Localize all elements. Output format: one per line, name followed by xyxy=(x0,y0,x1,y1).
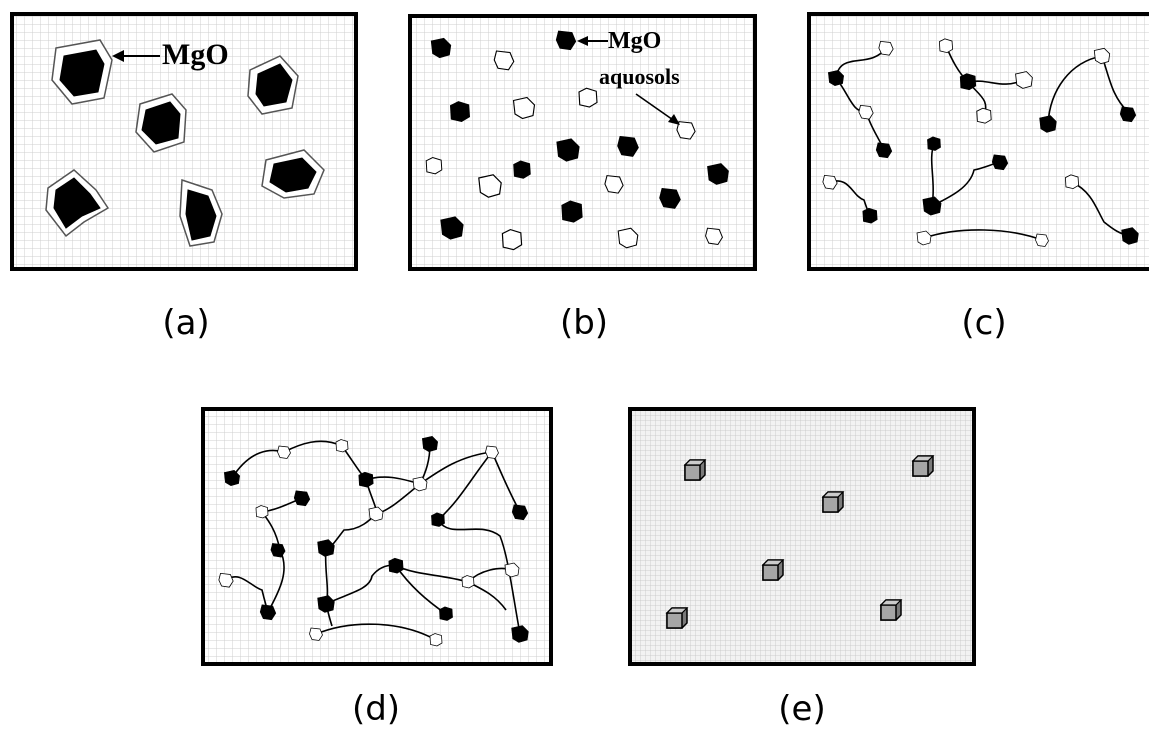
caption-b: (b) xyxy=(560,303,608,343)
mgo-particle xyxy=(179,178,223,247)
arrowhead-icon xyxy=(112,50,124,62)
caption-a: (a) xyxy=(162,303,209,343)
mgo-particle xyxy=(51,39,113,105)
panel-a: MgO xyxy=(10,12,358,271)
mgo-particle xyxy=(45,169,110,238)
panel-c xyxy=(807,12,1149,271)
mgo-particle xyxy=(247,55,299,115)
arrowhead-icon xyxy=(668,114,680,125)
product-cube xyxy=(821,491,845,513)
product-cube xyxy=(879,599,903,621)
caption-c: (c) xyxy=(961,303,1006,343)
panel-b-frame xyxy=(408,14,757,271)
caption-e: (e) xyxy=(778,689,825,729)
aquosols-pointer-arrow xyxy=(635,93,677,123)
panel-c-frame xyxy=(807,12,1149,271)
panel-b: MgO aquosols xyxy=(408,14,757,271)
mgo-particle xyxy=(261,149,325,199)
panel-d xyxy=(201,407,553,666)
caption-d: (d) xyxy=(352,689,400,729)
product-cube xyxy=(761,559,785,581)
product-cube xyxy=(665,607,689,629)
panel-e xyxy=(628,407,976,666)
mgo-particle xyxy=(135,93,187,153)
product-cube xyxy=(911,455,935,477)
aquosols-label: aquosols xyxy=(599,64,680,89)
product-cube xyxy=(683,459,707,481)
arrowhead-icon xyxy=(577,36,588,46)
panel-d-frame xyxy=(201,407,553,666)
mgo-label-a: MgO xyxy=(162,38,229,71)
mgo-label-b: MgO xyxy=(608,28,661,54)
